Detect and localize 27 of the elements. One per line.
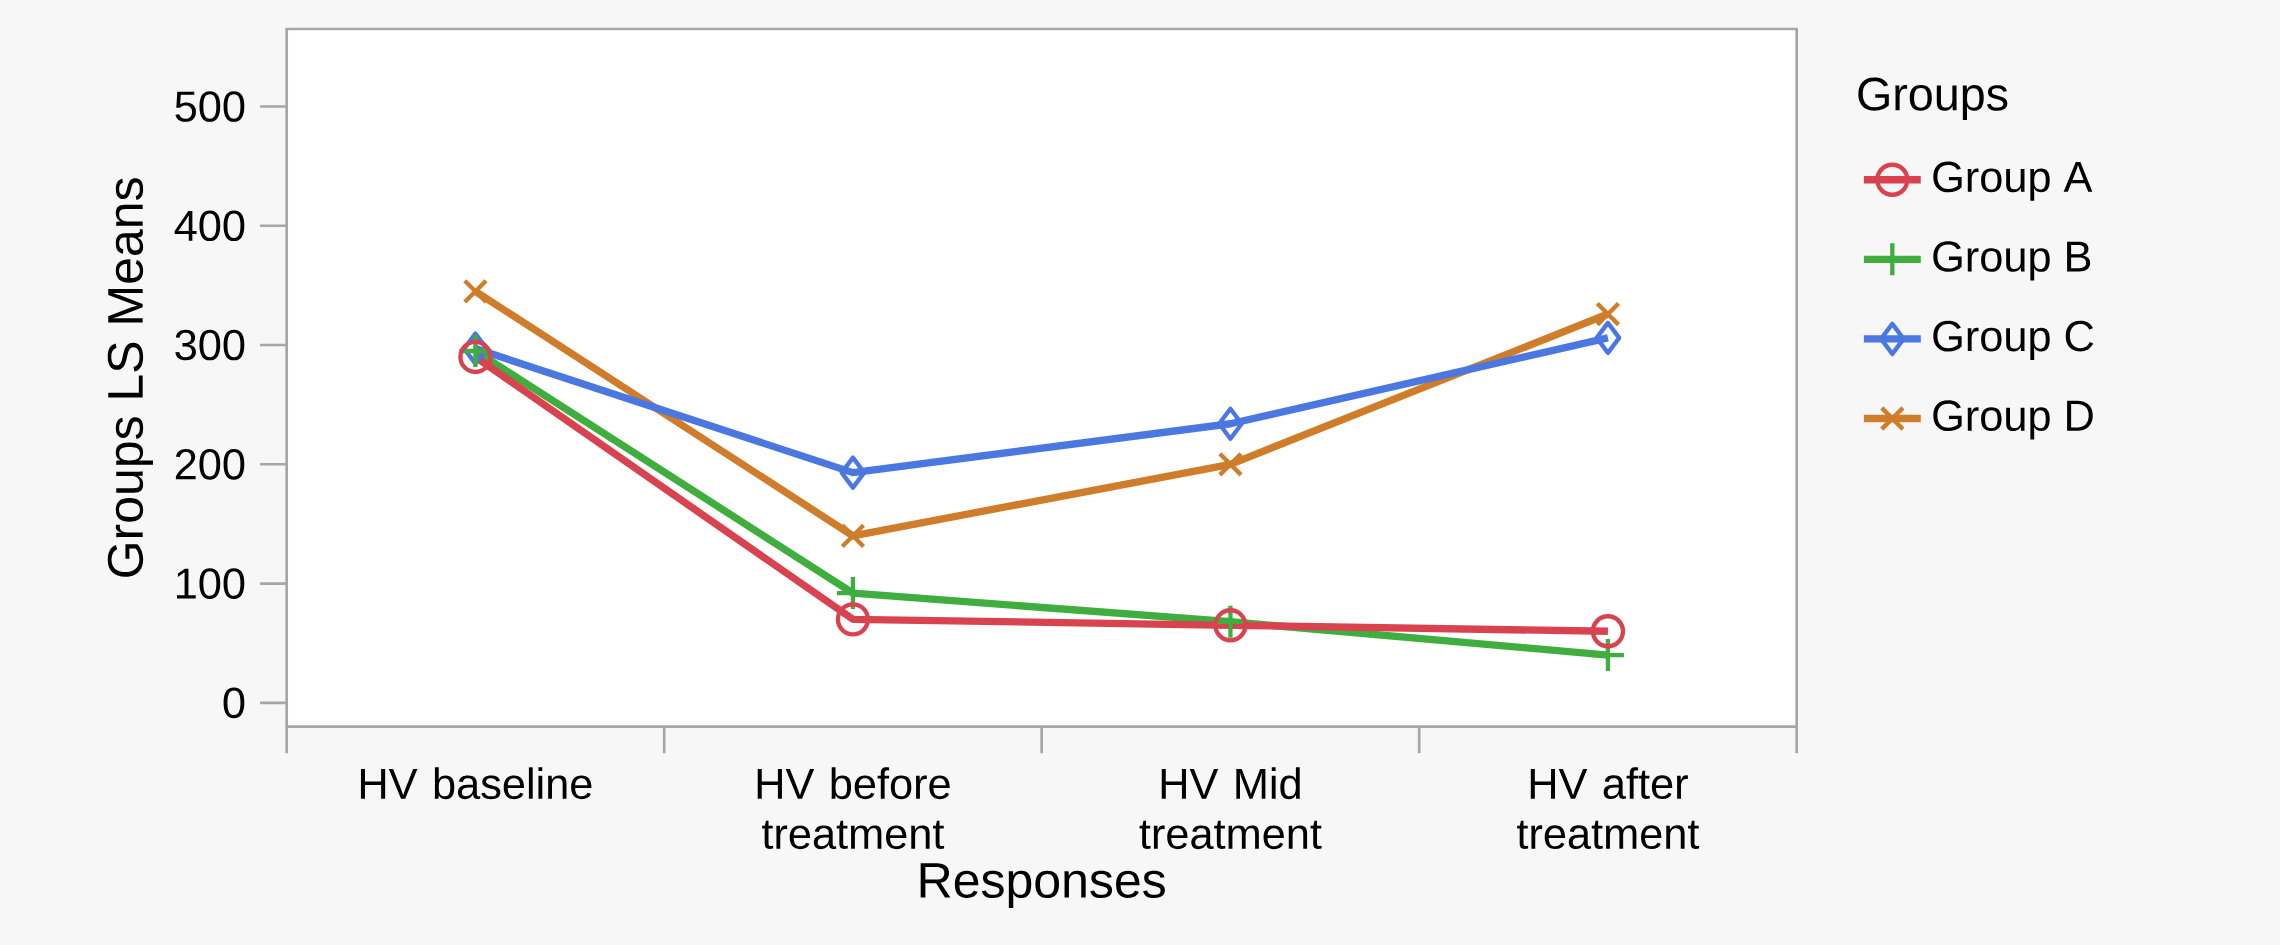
point	[1590, 614, 1626, 649]
y-tick-label: 200	[175, 448, 245, 480]
y-tick-label: 400	[174, 210, 245, 242]
x-tick-label: HV before treatment	[757, 767, 950, 850]
y-axis-title: Groups LS Means	[107, 178, 154, 577]
legend-title: Groups	[1858, 77, 2008, 120]
point	[1217, 406, 1244, 441]
point	[458, 339, 493, 375]
legend-label: Group D	[1933, 400, 2093, 440]
point	[839, 455, 867, 490]
point	[840, 523, 866, 549]
legend-label: Group B	[1933, 241, 2091, 281]
point	[462, 278, 489, 305]
y-tick-label: 0	[223, 687, 245, 719]
point	[835, 602, 871, 637]
point	[1594, 320, 1622, 356]
x-axis-title: Responses	[920, 863, 1165, 908]
legend-label: Group C	[1933, 320, 2094, 361]
point	[1217, 451, 1244, 478]
point	[1595, 301, 1621, 327]
x-tick-label: HV baseline	[360, 767, 592, 800]
legend-label: Group A	[1933, 161, 2093, 201]
y-tick-label: 300	[175, 329, 245, 361]
y-tick-label: 100	[176, 568, 245, 599]
y-tick-label: 500	[175, 91, 245, 122]
x-tick-label: HV Mid treatment	[1139, 767, 1322, 850]
x-tick-label: HV after treatment	[1517, 767, 1700, 850]
